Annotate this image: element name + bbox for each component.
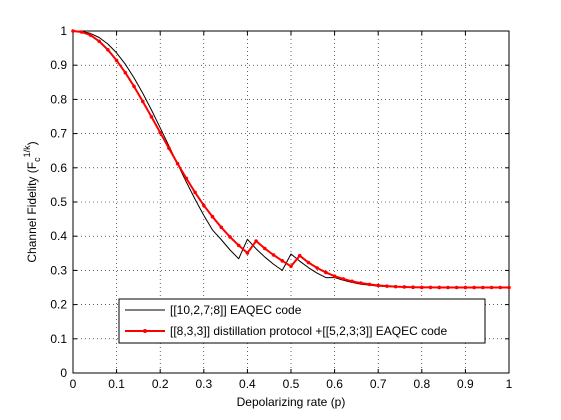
series-2-point xyxy=(114,58,119,63)
series-2-point xyxy=(97,39,101,44)
y-tick-label: 0.9 xyxy=(50,58,67,72)
series-2-point xyxy=(385,284,389,288)
series-2-point xyxy=(472,285,476,290)
series-2-point xyxy=(446,285,450,290)
series-2-point xyxy=(175,161,180,166)
y-axis-label-sup: 1/k xyxy=(22,145,32,158)
series-2-point xyxy=(420,285,424,290)
series-2-point xyxy=(79,30,84,34)
y-axis-label-main: Channel Fidelity (F xyxy=(25,162,39,263)
series-2-point xyxy=(315,266,319,270)
series-2-point xyxy=(489,285,494,290)
series-2-point xyxy=(437,285,442,290)
series-2-point xyxy=(332,274,337,279)
x-tick-label: 0.7 xyxy=(370,377,387,391)
axis-ticks: 0 0.1 0.2 0.3 0.4 0.5 0.6 0.7 0.8 0.9 1 0 0.1 0.2 0.3 0… xyxy=(50,24,512,391)
series-2-point xyxy=(132,84,136,89)
series-2-point xyxy=(428,285,433,290)
series-2-point xyxy=(376,283,381,288)
x-tick-label: 0.1 xyxy=(108,377,125,391)
series-2-point xyxy=(140,99,145,104)
series-2-point xyxy=(254,239,258,243)
series-2-point xyxy=(149,115,154,119)
x-tick-label: 0.4 xyxy=(239,377,256,391)
x-tick-label: 0.2 xyxy=(152,377,169,391)
series-2-point xyxy=(167,146,171,151)
series-2-point xyxy=(481,285,485,290)
y-tick-label: 0.7 xyxy=(50,127,67,141)
series-2-point xyxy=(358,281,363,285)
y-tick-label: 0.4 xyxy=(50,229,67,243)
series-2-point xyxy=(324,270,328,275)
x-tick-label: 0.3 xyxy=(195,377,212,391)
series-2-point xyxy=(350,279,354,284)
x-tick-label: 0.8 xyxy=(413,377,430,391)
series-2-point xyxy=(71,29,75,33)
series-2-point xyxy=(245,251,250,255)
series-2-point xyxy=(297,253,302,258)
legend-label-series-2: [[8,3,3]] distillation protocol +[[5,2,3… xyxy=(170,324,447,338)
series-2-point xyxy=(367,282,372,287)
x-tick-label: 0.9 xyxy=(457,377,474,391)
x-axis-label: Depolarizing rate (p) xyxy=(237,395,346,409)
x-tick-label: 0 xyxy=(70,377,77,391)
series-2-point xyxy=(498,285,503,290)
series-layer xyxy=(71,29,511,290)
x-tick-label: 0.5 xyxy=(283,377,300,391)
series-2-point xyxy=(263,246,267,251)
series-2-point xyxy=(236,243,241,248)
y-tick-label: 0.8 xyxy=(50,92,67,106)
series-2-point xyxy=(271,253,276,257)
y-tick-label: 0.6 xyxy=(50,161,67,175)
series-2-point xyxy=(193,190,197,195)
series-2-point xyxy=(306,260,311,265)
series-2-point xyxy=(106,48,110,52)
x-tick-label: 0.6 xyxy=(326,377,343,391)
y-tick-label: 0.3 xyxy=(50,263,67,277)
series-2-point xyxy=(202,203,206,208)
legend: [[10,2,7;8]] EAQEC code [[8,3,3]] distil… xyxy=(118,298,486,344)
series-2-point xyxy=(402,285,407,289)
y-tick-label: 0.2 xyxy=(50,298,67,312)
series-2-point xyxy=(280,259,285,263)
series-2-point xyxy=(289,264,293,269)
y-tick-label: 1 xyxy=(60,24,67,38)
series-2-point xyxy=(393,284,398,289)
series-2-point xyxy=(228,235,232,239)
series-2-point xyxy=(507,285,511,290)
series-2-point xyxy=(158,130,162,135)
series-2-point xyxy=(123,70,128,75)
legend-marker-series-2 xyxy=(143,329,147,333)
legend-label-series-1: [[10,2,7;8]] EAQEC code xyxy=(170,303,302,317)
series-2-point xyxy=(88,33,93,37)
series-2-point xyxy=(184,176,189,181)
y-axis-label: Channel Fidelity (Fc1/k) xyxy=(22,141,42,262)
y-axis-label-sub: c xyxy=(32,157,42,162)
y-tick-label: 0 xyxy=(60,366,67,380)
series-2-point xyxy=(463,285,468,290)
x-tick-label: 1 xyxy=(506,377,513,391)
series-2-point xyxy=(219,225,224,230)
series-2-point xyxy=(454,285,459,290)
series-2-point xyxy=(411,285,415,290)
y-axis-label-end: ) xyxy=(25,141,39,145)
series-2-point xyxy=(210,214,215,219)
y-tick-label: 0.5 xyxy=(50,195,67,209)
legend-box xyxy=(118,298,486,344)
series-2-point xyxy=(341,277,346,281)
y-tick-label: 0.1 xyxy=(50,332,67,346)
